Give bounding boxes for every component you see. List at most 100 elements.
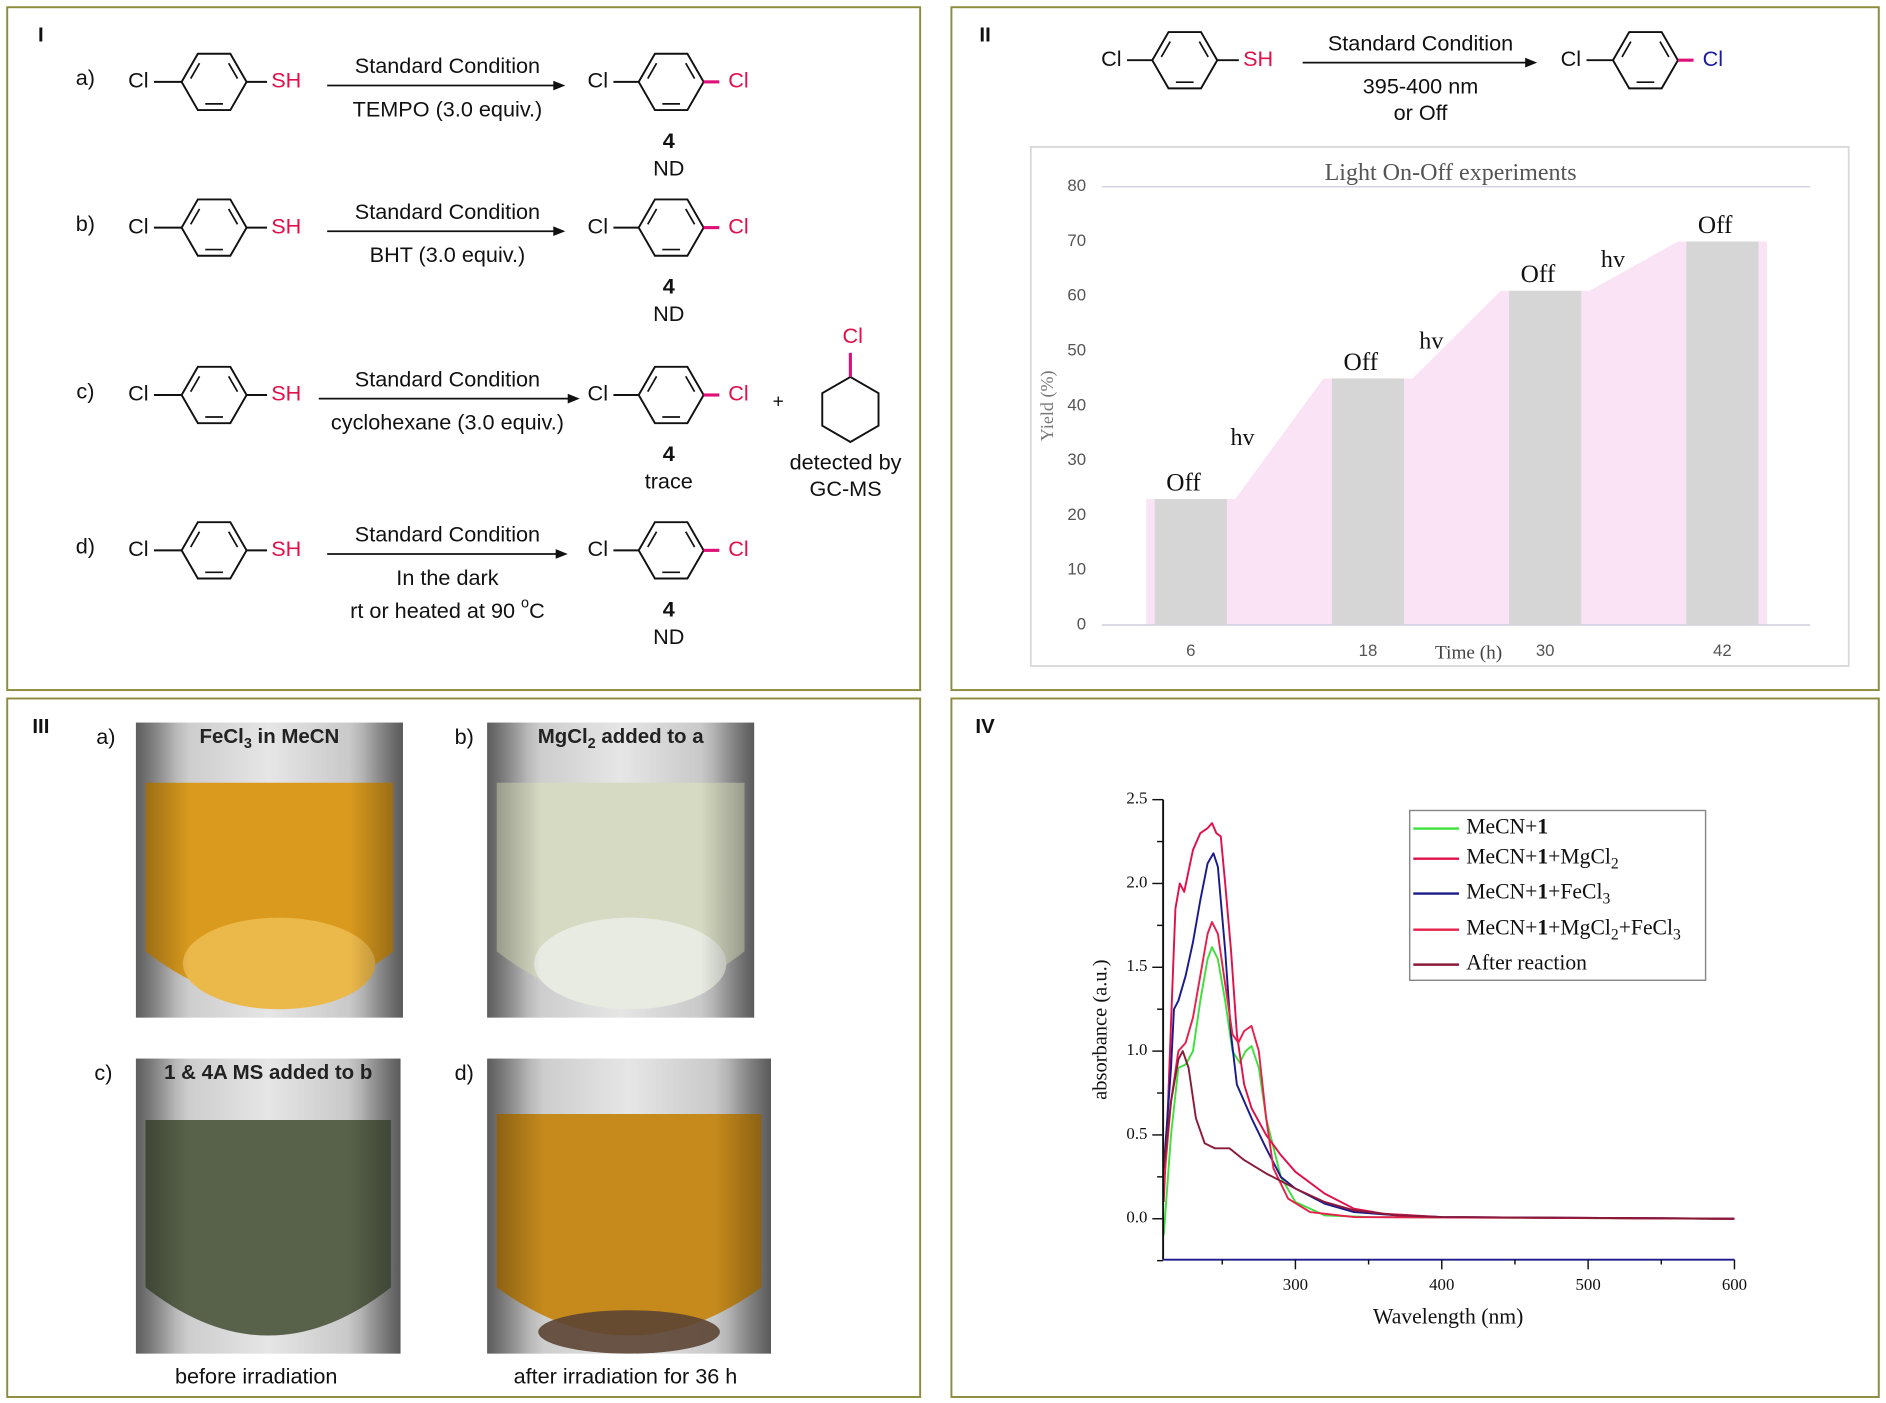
panel-border <box>6 6 922 692</box>
double-bond <box>227 375 239 393</box>
chart-uv-vis-spectra: 0.0 0.5 1.0 1.5 2.0 2.5 300 400 500 600 Wavelength… <box>1089 789 1747 1329</box>
substituent-label: Cl <box>1703 46 1723 71</box>
chlorine-label: Cl <box>128 536 148 561</box>
condition-temperature: rt or heated at 90 oC <box>350 595 545 622</box>
text-part: MeCN+ <box>1466 845 1537 869</box>
reaction-row-c: c) Cl SH Standard Condition cyclohexane (3.0… <box>76 323 901 501</box>
caption-before-irradiation: before irradiation <box>175 1363 337 1388</box>
ring-outline <box>1151 31 1219 90</box>
reaction-row-b: b) Cl SH Standard Condition BHT (3.0 equiv.)… <box>76 198 749 326</box>
legend-item: MeCN+1+MgCl2+FeCl3 <box>1413 916 1681 943</box>
legend: MeCN+1MeCN+1+MgCl2MeCN+1+FeCl3MeCN+1+MgC… <box>1408 809 1707 982</box>
compound-number: 4 <box>663 441 675 466</box>
ring-outline <box>1611 31 1680 90</box>
double-bond <box>189 208 201 225</box>
arrow-head <box>1525 57 1538 68</box>
panel-IV-uv-vis: IV 0.0 0.5 1.0 1.5 2.0 2.5 300 400 500 600 Waveleng… <box>950 697 1880 1398</box>
subscript: 3 <box>1673 926 1681 943</box>
vial-shading <box>487 1058 771 1354</box>
condition-below: In the dark <box>396 565 498 590</box>
text-part: +FeCl <box>1548 880 1602 904</box>
ring-outline <box>180 52 248 112</box>
arrow-head <box>553 226 566 237</box>
double-bond <box>189 531 201 548</box>
ring-outline <box>180 198 248 257</box>
row-letter: d) <box>76 534 95 559</box>
double-bond <box>227 62 239 80</box>
text-part: FeCl <box>200 726 244 749</box>
reaction-arrow <box>327 549 568 559</box>
spectrum-line-1 <box>1162 822 1735 1220</box>
reaction-arrow <box>318 393 580 404</box>
y-tick-label: 0 <box>1077 614 1086 633</box>
condition-below: BHT (3.0 equiv.) <box>370 242 526 267</box>
benzene-ring-icon <box>637 365 705 425</box>
reactant-4-chlorothiophenol: Cl SH <box>128 521 301 580</box>
bar-label-off: Off <box>1343 348 1378 376</box>
subscript: 2 <box>1611 855 1619 872</box>
y-tick-label: 30 <box>1067 450 1086 469</box>
condition-above: Standard Condition <box>355 522 540 547</box>
double-bond <box>227 208 239 225</box>
series-group <box>1162 822 1735 1236</box>
chart-title: Light On-Off experiments <box>1325 160 1577 186</box>
text-part: 1 <box>1537 815 1548 839</box>
y-tick-label: 2.5 <box>1126 789 1147 808</box>
chlorine-label: Cl <box>588 213 608 238</box>
panel-label: III <box>32 715 49 738</box>
double-bond <box>1198 41 1209 58</box>
hv-label: hv <box>1601 247 1626 273</box>
text-part: After reaction <box>1466 951 1587 975</box>
product-dichlorobenzene: Cl Cl <box>588 52 749 112</box>
double-bond <box>647 375 658 393</box>
panel-label: II <box>979 24 990 47</box>
photo-letter: d) <box>455 1060 474 1085</box>
text-part: MgCl <box>538 726 588 749</box>
benzene-ring-icon <box>180 521 248 580</box>
legend-item: MeCN+1+FeCl3 <box>1413 880 1610 907</box>
compound-number: 4 <box>663 274 675 299</box>
photo-letter: a) <box>96 724 115 749</box>
photo-a: a) FeCl3 in MeCN <box>96 722 403 1018</box>
double-bond <box>1621 41 1632 58</box>
text-part: +FeCl <box>1619 916 1673 940</box>
chlorocyclohexane: Cl <box>821 323 880 444</box>
reactant-4-chlorothiophenol: Cl SH <box>1101 31 1273 90</box>
condition-below: TEMPO (3.0 equiv.) <box>353 97 543 122</box>
hv-label: hv <box>1419 329 1444 355</box>
subscript: 3 <box>244 736 252 752</box>
bar-6h <box>1154 498 1227 626</box>
reaction-row-a: a) Cl SH Standard Condition TEMPO (3.0 equiv… <box>76 52 749 181</box>
x-tick-label: 30 <box>1536 641 1555 660</box>
double-bond <box>685 531 696 548</box>
benzene-ring-icon <box>180 198 248 257</box>
bar-42h <box>1686 241 1759 626</box>
bar-30h <box>1509 290 1582 626</box>
y-tick-label: 40 <box>1067 395 1086 414</box>
text-part: MeCN+ <box>1466 880 1537 904</box>
legend-item: MeCN+1 <box>1413 815 1548 839</box>
double-bond <box>189 62 201 80</box>
text-part: added to a <box>596 726 705 749</box>
text-part: +MgCl <box>1548 845 1611 869</box>
gc-ms-note: GC-MS <box>810 476 882 501</box>
substituent-label: SH <box>271 213 301 238</box>
x-axis-label: Time (h) <box>1435 642 1502 663</box>
chlorine-label: Cl <box>1561 46 1581 71</box>
text-part: C <box>529 597 545 622</box>
substituent-label: SH <box>271 68 301 93</box>
y-tick-label: 60 <box>1067 286 1086 305</box>
x-tick-label: 400 <box>1429 1275 1454 1294</box>
bar-label-off: Off <box>1166 468 1201 496</box>
text-part: in MeCN <box>252 726 339 749</box>
panel-I-scheme: Ia) Cl SH Standard Condition TEMPO (3.0 equi… <box>6 6 922 692</box>
substituent-label: SH <box>271 381 301 406</box>
reaction-row-d: d) Cl SH Standard Condition In the dark rt or… <box>76 521 749 649</box>
ring-outline <box>637 52 705 112</box>
legend-box <box>1408 809 1707 982</box>
photo-d: d) <box>455 1058 771 1354</box>
condition-above: Standard Condition <box>355 366 540 391</box>
vial-shading <box>487 722 755 1018</box>
